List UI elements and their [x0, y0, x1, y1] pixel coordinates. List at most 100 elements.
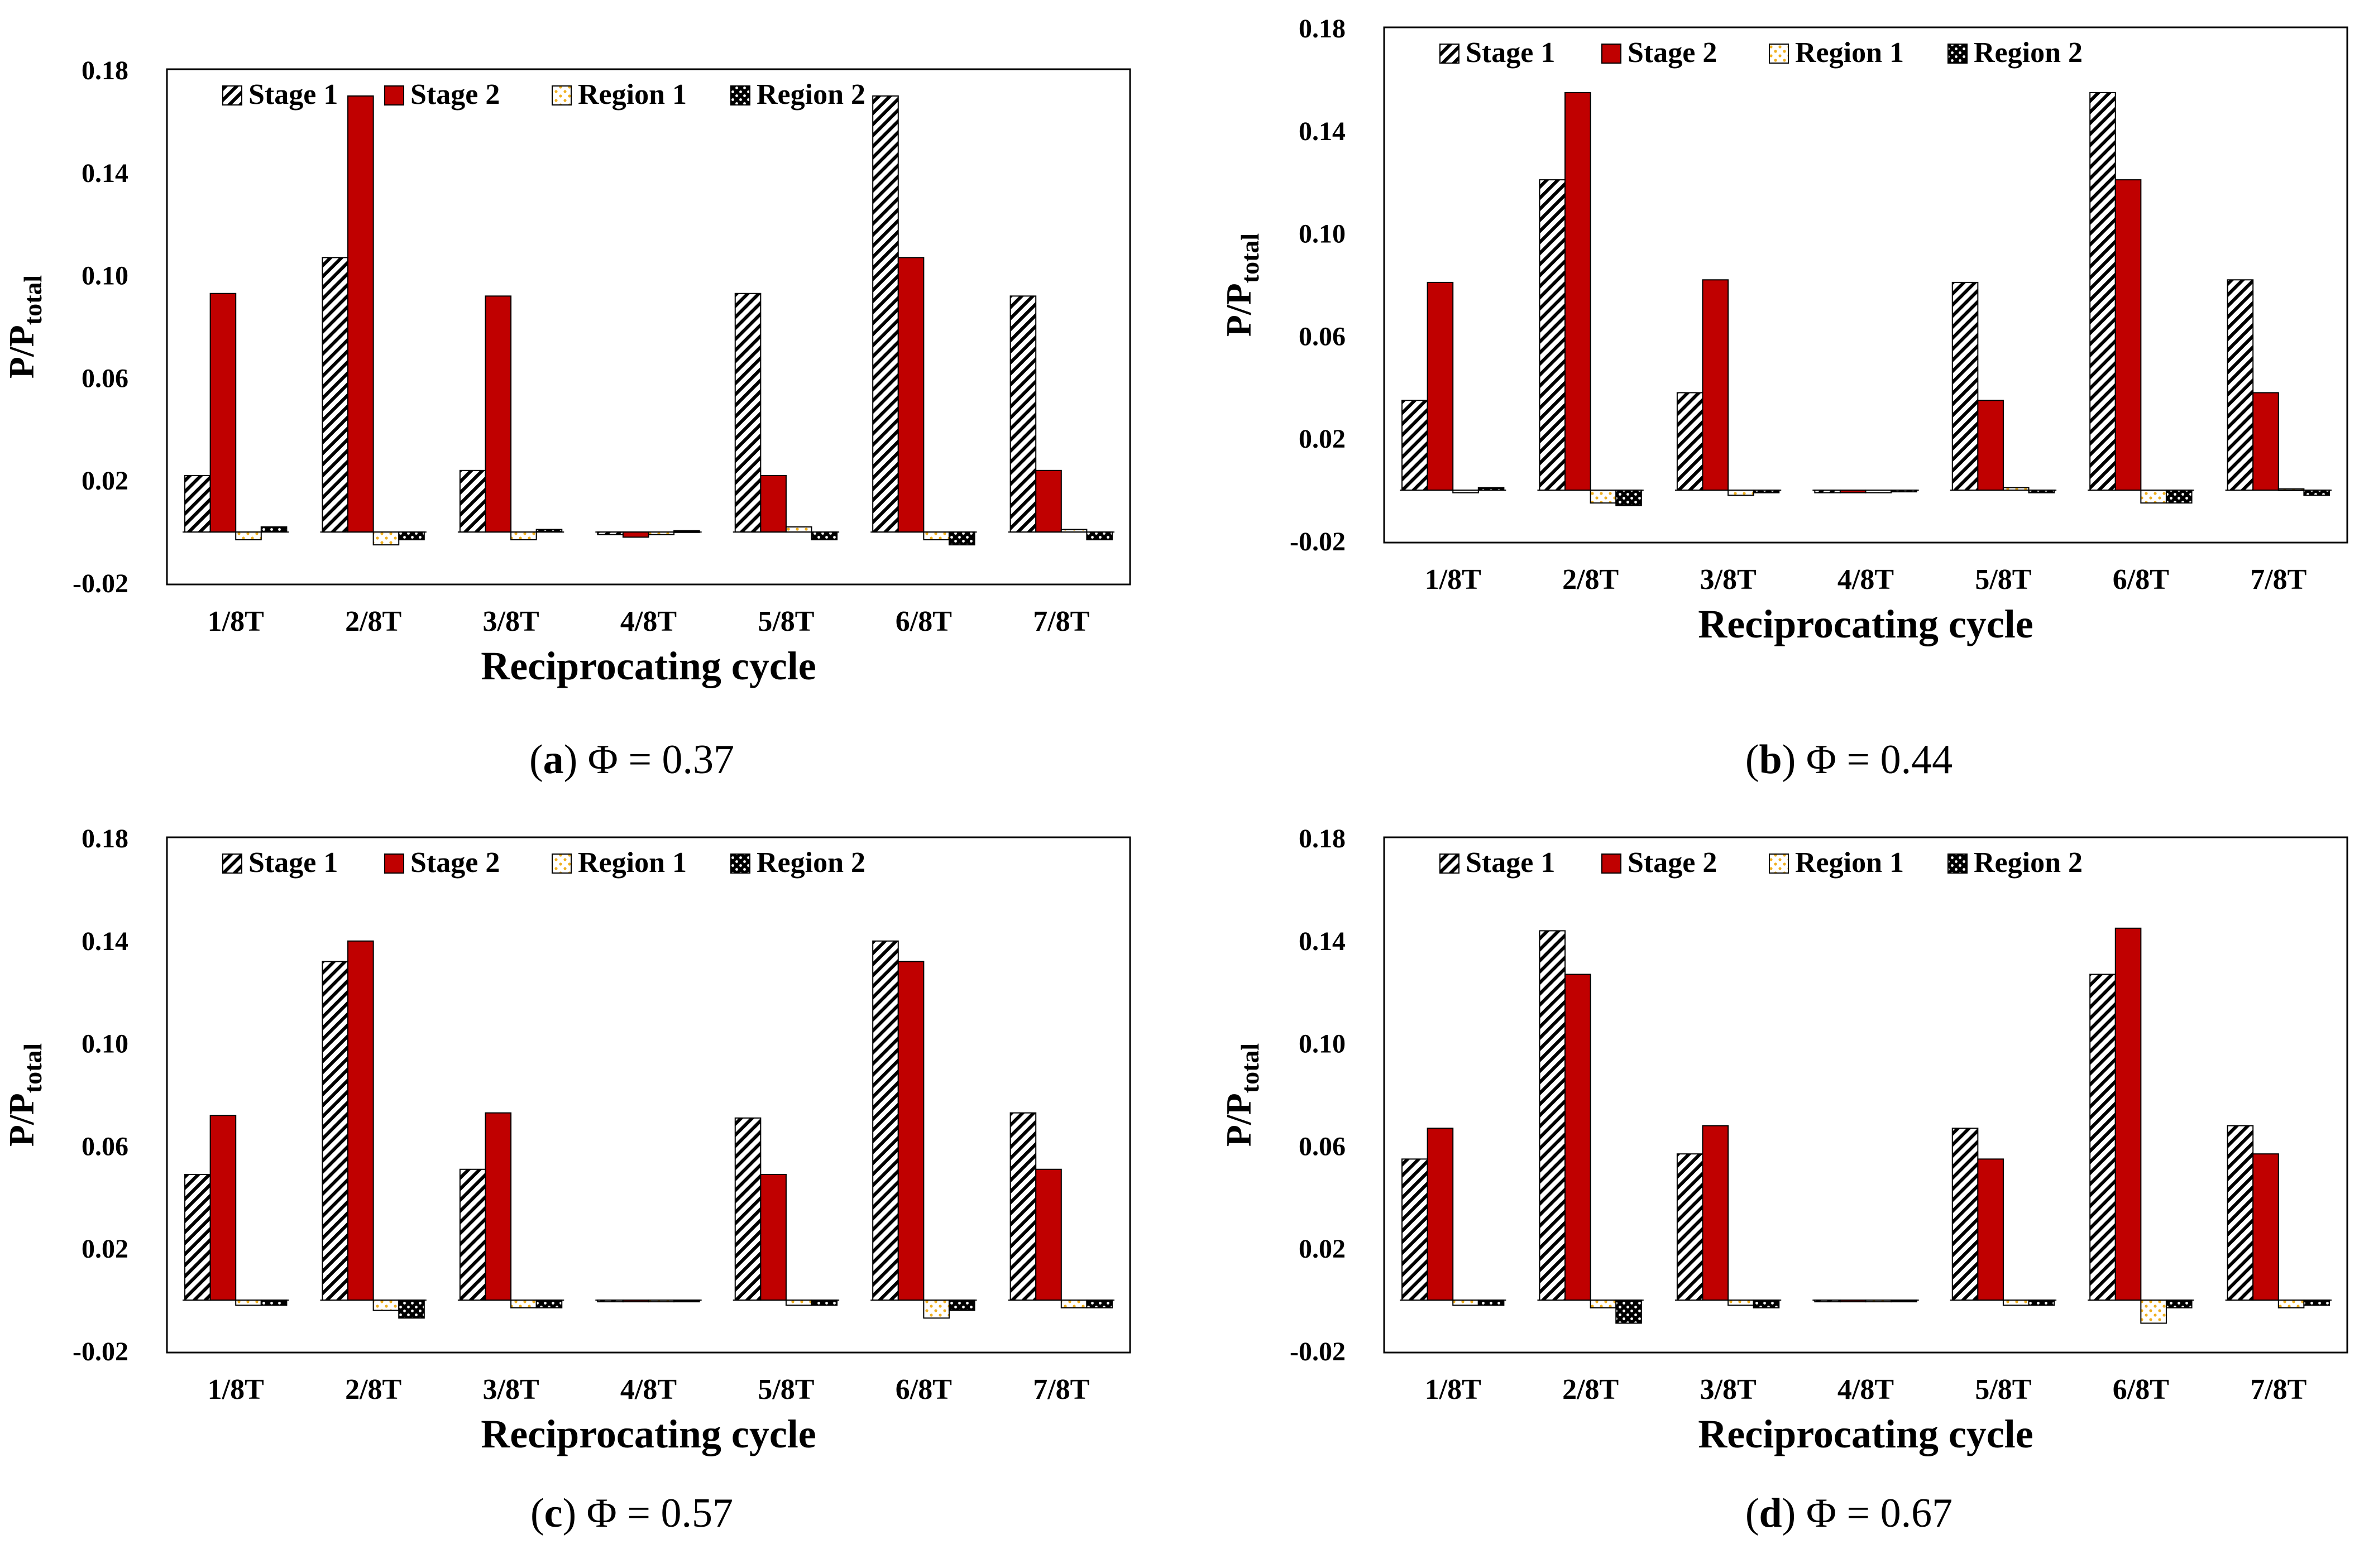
legend-label-region-2: Region 2 — [757, 847, 865, 879]
bar-stage-2-3 — [1702, 1125, 1729, 1301]
legend-label-stage-1: Stage 1 — [1466, 847, 1555, 879]
legend-label-region-1: Region 1 — [1795, 847, 1904, 879]
bar-region-1-3 — [510, 531, 537, 540]
bar-region-1-2 — [372, 531, 400, 546]
bar-stage-2-2 — [1564, 92, 1591, 491]
x-category-label: 1/8T — [208, 606, 264, 637]
y-tick-label: 0.06 — [82, 1131, 128, 1161]
bar-region-2-6 — [948, 1300, 975, 1311]
bar-region-1-1 — [235, 531, 262, 540]
legend-label-stage-2: Stage 2 — [1628, 37, 1717, 69]
caption-text: ) Φ = 0.67 — [1782, 1490, 1953, 1536]
legend-swatch-region-1 — [552, 853, 572, 874]
y-axis-title-main: P/P — [2, 325, 41, 378]
x-axis-title: Reciprocating cycle — [481, 644, 816, 688]
x-category-label: 6/8T — [2113, 1374, 2169, 1406]
x-category-label: 2/8T — [1562, 564, 1619, 596]
bar-stage-1-3 — [1676, 392, 1703, 491]
y-tick-label: 0.02 — [82, 1234, 128, 1264]
y-tick-label: 0.18 — [82, 824, 128, 853]
x-category-label: 4/8T — [620, 606, 677, 637]
legend-swatch-region-2 — [1947, 853, 1968, 874]
legend-swatch-stage-1 — [222, 853, 242, 874]
y-axis-title: P/Ptotal — [1219, 233, 1264, 337]
x-axis-title: Reciprocating cycle — [481, 1412, 816, 1456]
y-tick-label: -0.02 — [1290, 1337, 1346, 1366]
legend-swatch-stage-2 — [1601, 44, 1621, 64]
bar-region-2-7 — [1086, 531, 1113, 540]
bar-stage-1-3 — [459, 1168, 486, 1301]
bar-stage-2-5 — [1977, 1158, 2004, 1301]
y-tick-label: -0.02 — [73, 569, 128, 598]
x-category-label: 3/8T — [1700, 564, 1757, 596]
panel-caption: (b) Φ = 0.44 — [1745, 737, 1953, 783]
y-tick-label: 0.14 — [1299, 927, 1346, 956]
panel-caption: (c) Φ = 0.57 — [530, 1490, 733, 1536]
x-category-label: 2/8T — [345, 606, 401, 637]
bar-region-2-7 — [2303, 490, 2330, 496]
bar-region-2-3 — [1753, 1300, 1780, 1308]
bar-region-1-1 — [235, 1300, 262, 1306]
x-category-label: 7/8T — [2250, 1374, 2306, 1406]
legend-swatch-region-2 — [730, 853, 750, 874]
bar-stage-1-7 — [2227, 279, 2254, 491]
bar-stage-1-3 — [459, 469, 486, 533]
x-category-label: 3/8T — [1700, 1374, 1757, 1406]
plot-frame — [166, 68, 1131, 586]
bar-stage-2-1 — [1427, 281, 1454, 491]
y-tick-label: 0.06 — [1299, 322, 1346, 351]
y-tick-label: 0.02 — [1299, 424, 1346, 454]
bar-region-2-7 — [2303, 1300, 2330, 1306]
x-category-label: 7/8T — [1033, 606, 1089, 637]
x-category-label: 4/8T — [620, 1374, 677, 1406]
legend-swatch-region-1 — [552, 85, 572, 106]
bar-stage-1-1 — [1401, 400, 1428, 491]
bar-region-1-3 — [510, 1300, 537, 1308]
bar-stage-1-6 — [2089, 92, 2116, 491]
bar-stage-1-6 — [872, 95, 899, 533]
x-category-label: 5/8T — [758, 1374, 814, 1406]
legend: Stage 1 Stage 2 Region 1 Region 2 — [1439, 37, 2083, 69]
bar-region-2-5 — [811, 1300, 838, 1306]
legend-label-region-2: Region 2 — [1974, 847, 2083, 879]
bar-stage-2-7 — [1035, 469, 1062, 533]
chart-panel-b: 0.18 0.14 0.10 0.06 0.02 -0.02 P/Ptotal 1/8T 2/8… — [1219, 14, 2348, 783]
y-axis-title-subscript: total — [1236, 233, 1264, 283]
x-category-label: 4/8T — [1837, 1374, 1894, 1406]
bar-stage-1-2 — [322, 961, 349, 1301]
bar-region-1-3 — [1727, 1300, 1754, 1306]
y-axis-title-main: P/P — [1219, 283, 1258, 337]
x-category-label: 5/8T — [1975, 564, 2031, 596]
caption-text: ) Φ = 0.44 — [1782, 737, 1953, 783]
caption-letter: a — [543, 737, 564, 783]
bar-region-1-5 — [785, 526, 812, 533]
y-tick-label: -0.02 — [73, 1337, 128, 1366]
legend-swatch-region-2 — [1947, 44, 1968, 64]
y-axis-title-main: P/P — [1219, 1093, 1258, 1147]
bar-stage-1-2 — [322, 257, 349, 533]
y-tick-label: -0.02 — [1290, 527, 1346, 557]
legend-swatch-stage-2 — [384, 85, 404, 106]
legend-label-stage-2: Stage 2 — [410, 847, 500, 879]
caption-paren-open: ( — [530, 1490, 544, 1536]
bar-region-1-6 — [923, 531, 950, 540]
bar-stage-1-5 — [1951, 1128, 1979, 1301]
legend: Stage 1 Stage 2 Region 1 Region 2 — [222, 79, 865, 111]
bar-stage-1-5 — [734, 292, 762, 533]
bar-region-1-1 — [1452, 1300, 1479, 1306]
bar-stage-1-1 — [184, 1173, 211, 1301]
bar-stage-2-2 — [347, 940, 374, 1301]
y-axis-title: P/Ptotal — [2, 1043, 47, 1147]
bar-region-2-1 — [260, 526, 288, 533]
bar-stage-1-3 — [1676, 1153, 1703, 1301]
caption-letter: d — [1759, 1490, 1782, 1536]
bar-stage-2-3 — [485, 295, 512, 533]
legend-label-stage-1: Stage 1 — [248, 847, 338, 879]
x-category-label: 1/8T — [208, 1374, 264, 1406]
y-tick-label: 0.10 — [1299, 219, 1346, 249]
bar-stage-2-3 — [1702, 279, 1729, 491]
legend-label-stage-2: Stage 2 — [410, 79, 500, 111]
bar-stage-1-7 — [1009, 295, 1037, 533]
bar-stage-2-2 — [1564, 974, 1591, 1301]
